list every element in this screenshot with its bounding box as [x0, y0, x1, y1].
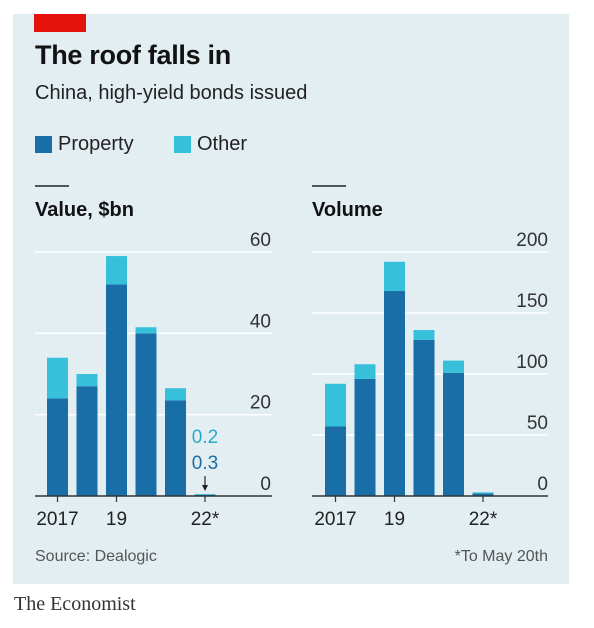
chart2-bar-other [472, 492, 494, 494]
chart2-xtick-label: 22* [469, 509, 498, 530]
chart2-ytick-label: 100 [516, 352, 548, 373]
legend-label-property: Property [58, 133, 134, 155]
chart2-bar-property [413, 339, 435, 496]
chart-panel [13, 14, 569, 584]
chart1-bar-other [76, 374, 98, 387]
chart2-bar-other [354, 364, 376, 379]
chart2-xtick-label: 2017 [314, 509, 356, 530]
chart1-ytick-label: 0 [260, 474, 271, 495]
chart2-bar-property [384, 291, 405, 496]
chart-subtitle: China, high-yield bonds issued [35, 82, 308, 104]
legend-item-other: Other [174, 133, 247, 156]
chart2-bar-property [354, 378, 376, 496]
chart1-bar-other [135, 327, 157, 334]
chart1-bar-property [106, 284, 127, 496]
chart1-bar-other [165, 388, 186, 401]
chart2-bar-other [384, 261, 405, 292]
chart1-annotation-property: 0.3 [192, 453, 218, 474]
chart2-xtick-label: 19 [384, 509, 405, 530]
chart2-bar-property [443, 372, 464, 496]
legend-swatch-other [174, 136, 191, 153]
brand-red-tag [34, 14, 86, 32]
chart2-ytick-label: 200 [516, 230, 548, 251]
chart2-ytick-label: 150 [516, 291, 548, 312]
chart1-annotation-other: 0.2 [192, 427, 218, 448]
chart1-bar-other [106, 256, 127, 285]
chart1-xtick-label: 2017 [36, 509, 78, 530]
chart2-bar-other [443, 360, 464, 373]
chart1-bar-property [165, 400, 186, 496]
chart1-ytick-label: 40 [250, 311, 271, 332]
chart2-bar-other [413, 330, 435, 340]
chart2-bar-property [472, 493, 494, 496]
chart1-ytick-label: 20 [250, 393, 271, 414]
chart1-ytick-label: 60 [250, 230, 271, 251]
footnote: *To May 20th [454, 548, 548, 565]
chart2-title: Volume [312, 199, 383, 221]
chart1-xtick-label: 19 [106, 509, 127, 530]
chart2-ytick-label: 0 [537, 474, 548, 495]
legend-item-property: Property [35, 133, 134, 156]
chart1-bar-property [135, 333, 157, 496]
chart1-bar-property [47, 398, 68, 496]
chart1-annotation-arrowhead [202, 485, 208, 491]
chart1-bar-property [76, 386, 98, 496]
legend-label-other: Other [197, 133, 248, 155]
chart1-bar-other [47, 357, 68, 399]
chart2-bar-other [325, 383, 346, 427]
chart1-xtick-label: 22* [191, 509, 220, 530]
legend-swatch-property [35, 136, 52, 153]
publisher-logo: The Economist [14, 593, 136, 615]
chart1-title: Value, $bn [35, 199, 134, 221]
chart2-bar-property [325, 426, 346, 496]
source-note: Source: Dealogic [35, 548, 157, 565]
chart1-bar-other [194, 493, 216, 495]
chart-title: The roof falls in [35, 40, 231, 70]
chart2-ytick-label: 50 [527, 413, 548, 434]
